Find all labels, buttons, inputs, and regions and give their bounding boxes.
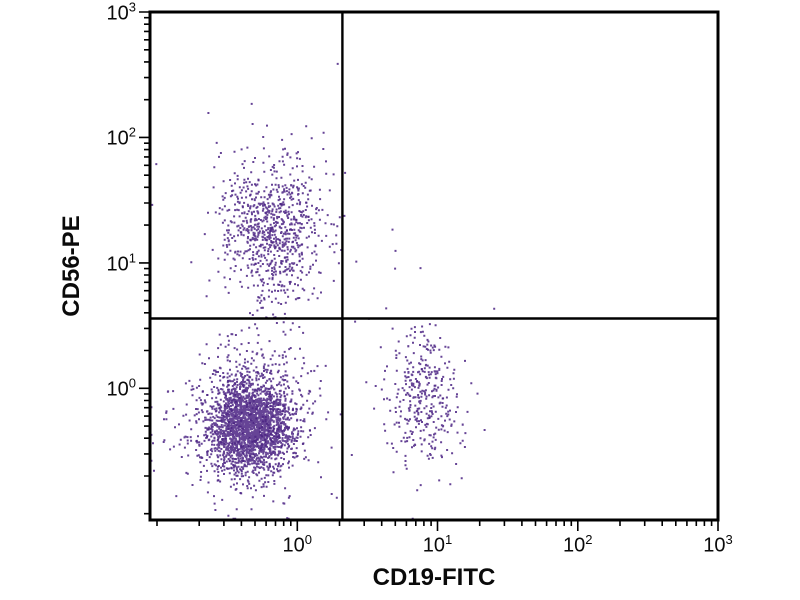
y-tick-label: 103 <box>106 0 136 25</box>
x-axis-title: CD19-FITC <box>372 564 496 591</box>
plot-border <box>148 10 720 522</box>
axis-tick-marks <box>139 11 719 531</box>
y-tick-label: 100 <box>106 375 136 401</box>
x-tick-label: 102 <box>563 532 593 557</box>
y-tick-label: 102 <box>106 125 136 150</box>
scatter-points <box>150 62 496 520</box>
y-axis-title: CD56-PE <box>58 215 85 317</box>
x-tick-label: 101 <box>422 532 453 557</box>
x-tick-label: 103 <box>703 532 733 557</box>
x-tick-label: 100 <box>282 532 313 557</box>
y-tick-label: 101 <box>106 250 136 276</box>
